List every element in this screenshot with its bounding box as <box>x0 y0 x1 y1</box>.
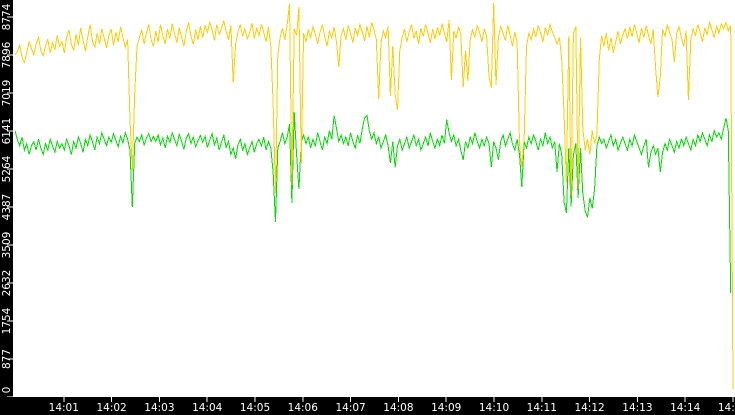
y-axis-band <box>0 0 13 415</box>
x-tick-label: 14:05 <box>240 402 270 414</box>
y-tick-label: 0 <box>1 387 13 394</box>
x-tick-label: 14:02 <box>96 402 126 414</box>
y-tick-label: 4387 <box>1 194 13 221</box>
series-yellow-line <box>14 2 734 390</box>
x-tick-label: 14:09 <box>431 402 461 414</box>
x-tick-label: 14:12 <box>574 402 604 414</box>
x-tick-label: 14:04 <box>192 402 223 414</box>
x-tick-label: 14:14 <box>670 402 701 414</box>
x-tick-label: 14:10 <box>479 402 509 414</box>
y-tick-label: 7896 <box>1 41 13 68</box>
x-axis: 14:01 14:02 14:03 14:04 14:05 14:06 14:07 14:08… <box>0 397 735 415</box>
y-tick-label: 7019 <box>1 80 13 107</box>
x-tick-label: 14:03 <box>144 402 174 414</box>
x-tick-label: 14:15 <box>718 402 735 414</box>
y-tick-label: 6141 <box>1 118 13 145</box>
y-tick-label: 5264 <box>1 155 13 182</box>
y-tick-label: 3509 <box>1 232 13 259</box>
series-green-line <box>14 111 732 294</box>
x-tick-label: 14:08 <box>383 402 413 414</box>
y-tick-label: 2632 <box>1 270 13 297</box>
y-tick-label: 877 <box>1 349 13 369</box>
y-tick-label: 1754 <box>1 307 13 334</box>
y-axis: 0 877 1754 2632 3509 4387 5264 6141 7019 7896 8774 <box>0 0 15 415</box>
x-axis-band <box>0 397 735 415</box>
y-tick-label: 8774 <box>1 3 13 30</box>
plot-series <box>14 2 734 390</box>
x-tick-label: 14:11 <box>527 402 557 414</box>
x-tick-label: 14:07 <box>335 402 365 414</box>
x-tick-label: 14:01 <box>49 402 79 414</box>
x-tick-label: 14:06 <box>288 402 319 414</box>
x-tick-label: 14:13 <box>622 402 652 414</box>
